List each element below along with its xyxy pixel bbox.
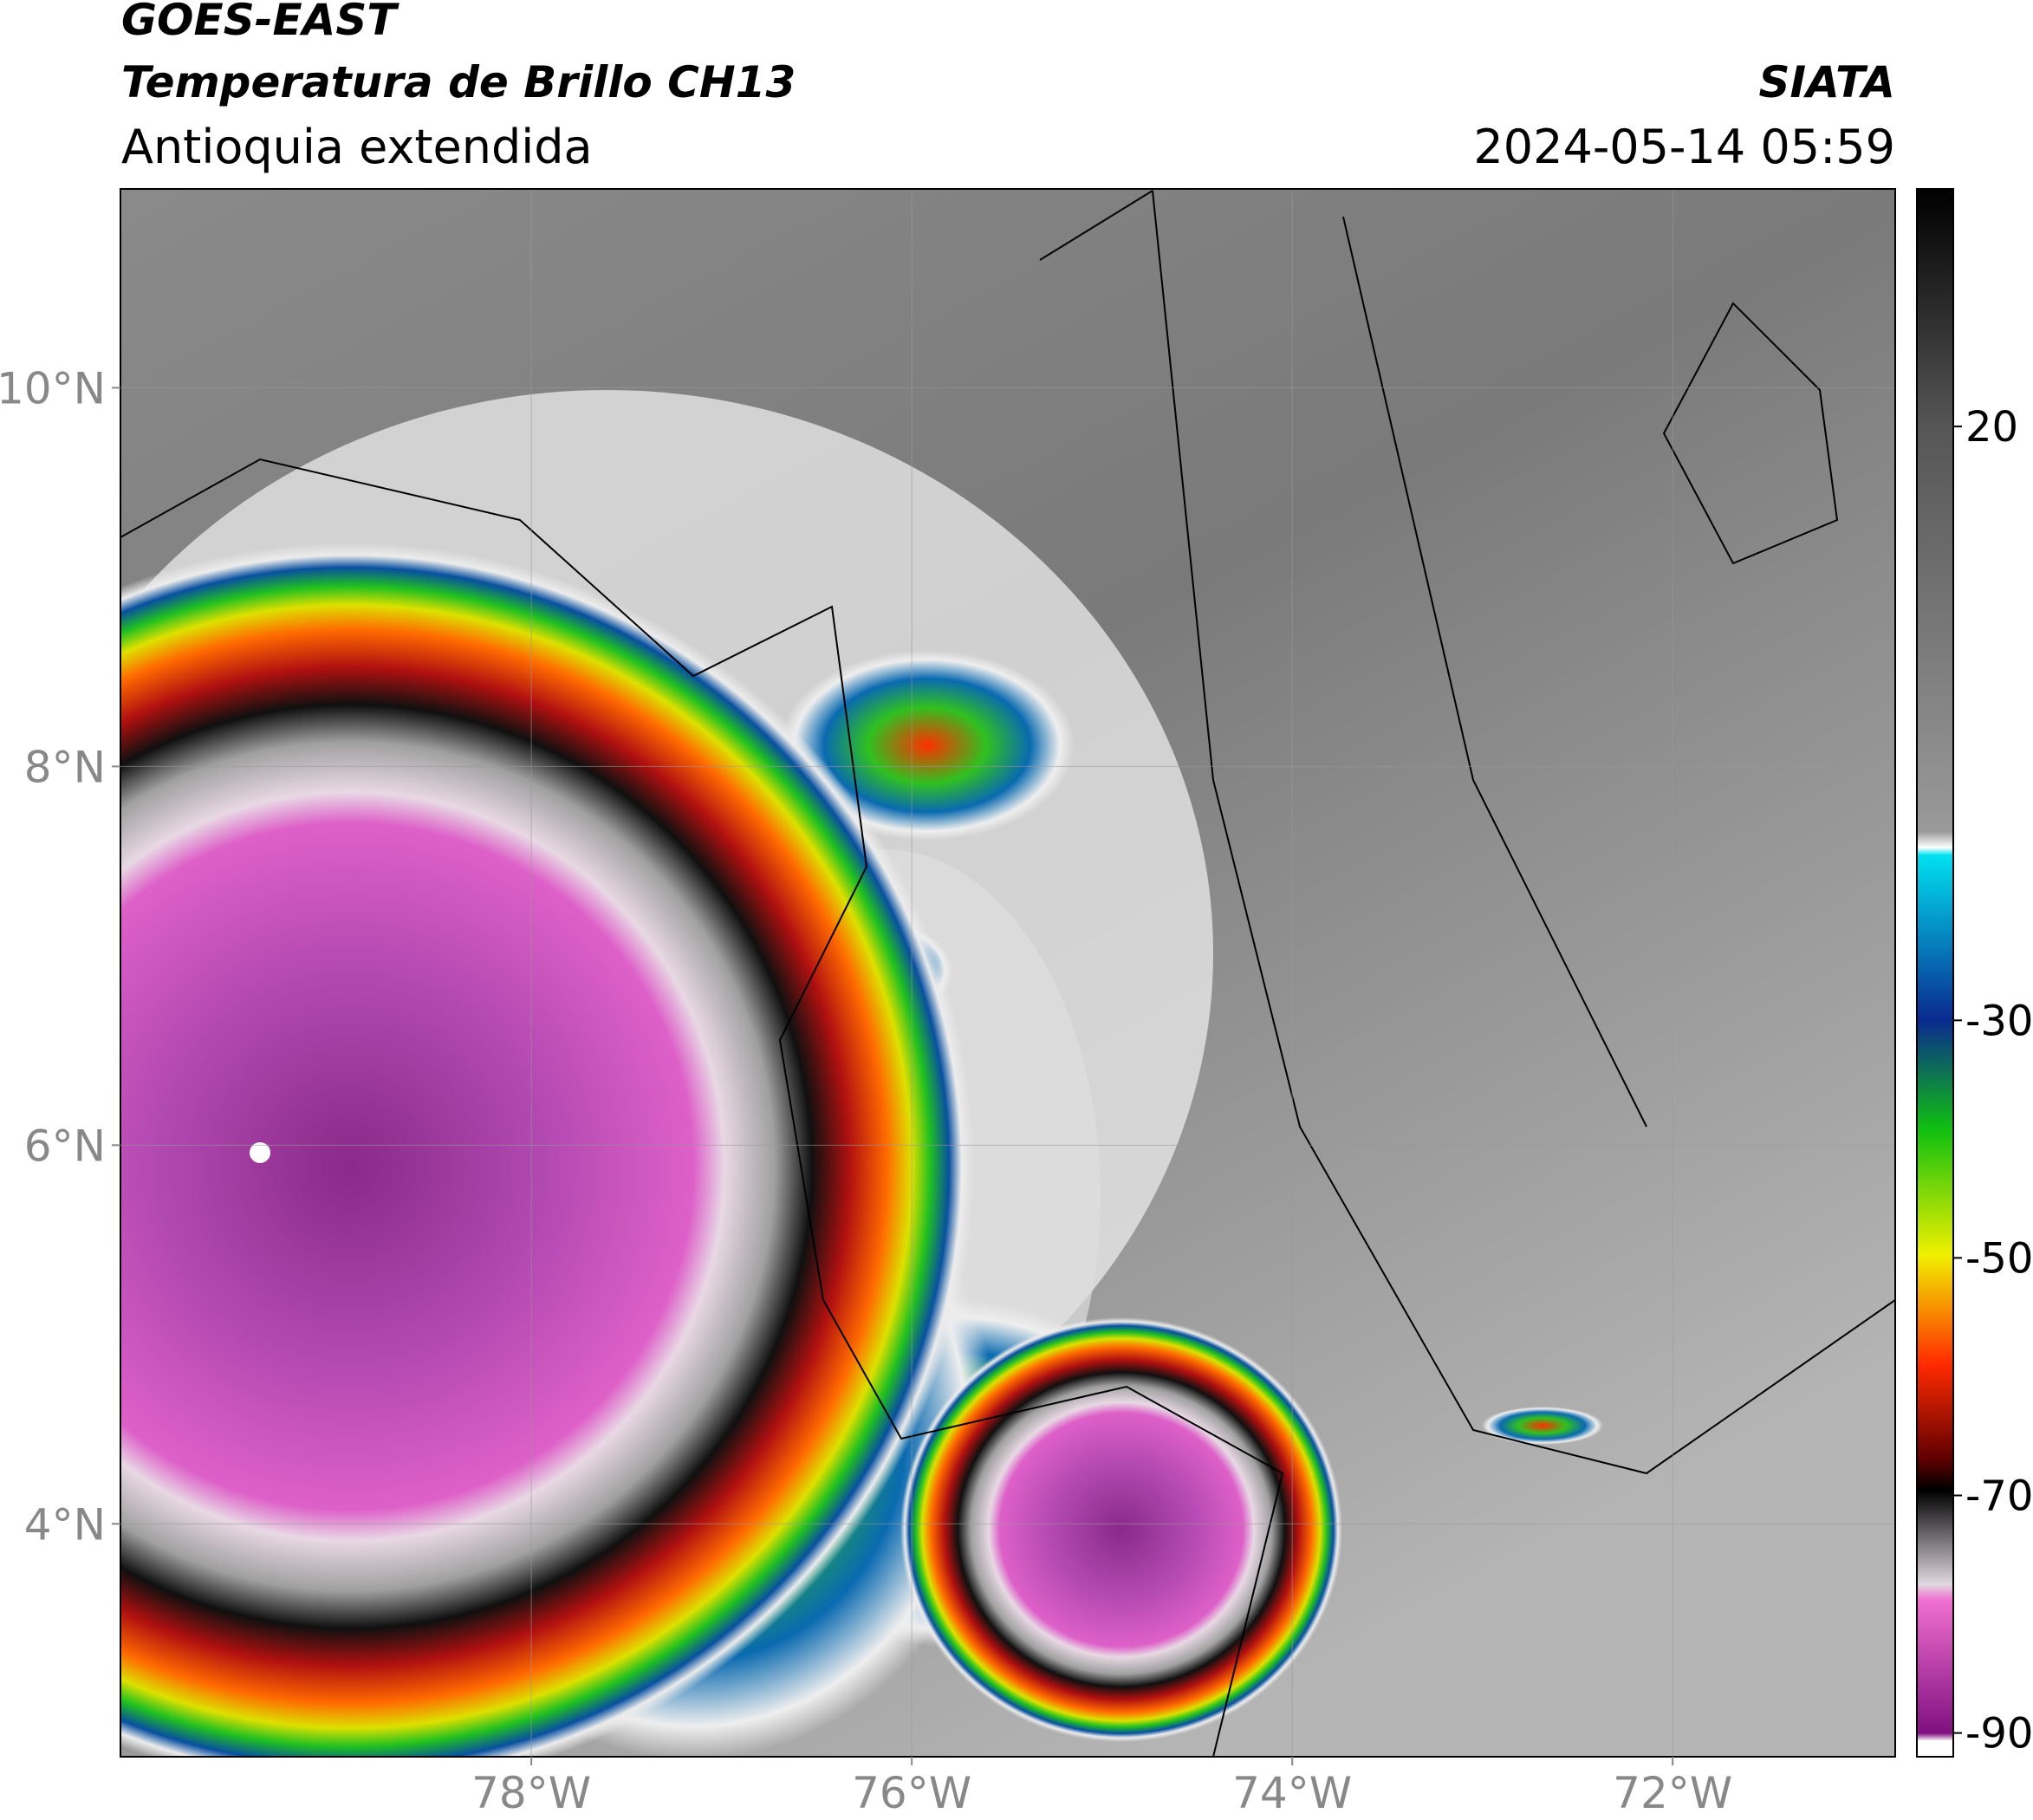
map-image <box>120 189 1895 1757</box>
y-tick-label: 4°N <box>24 1499 106 1550</box>
x-tick-label: 74°W <box>1232 1768 1352 1818</box>
y-tick-label: 10°N <box>0 363 106 413</box>
map-frame <box>120 188 1896 1758</box>
colorbar <box>1916 188 1954 1758</box>
satellite: GOES-EAST <box>121 0 399 45</box>
colorbar-label: -30 <box>1965 997 2033 1045</box>
y-tick-label: 6°N <box>24 1121 106 1171</box>
product: Temperatura de Brillo CH13 <box>121 57 796 107</box>
datetime: 2024-05-14 05:59 <box>1473 120 1895 174</box>
region: Antioquia extendida <box>121 120 593 174</box>
colorbar-label: -50 <box>1965 1234 2033 1283</box>
colorbar-label: 20 <box>1965 403 2018 452</box>
colorbar-label: -70 <box>1965 1472 2033 1521</box>
x-tick-label: 72°W <box>1613 1768 1732 1818</box>
colorbar-label: -90 <box>1965 1710 2033 1758</box>
x-tick-label: 76°W <box>852 1768 971 1818</box>
x-tick-label: 78°W <box>471 1768 591 1818</box>
source: SIATA <box>1759 57 1895 107</box>
y-tick-label: 8°N <box>24 742 106 792</box>
